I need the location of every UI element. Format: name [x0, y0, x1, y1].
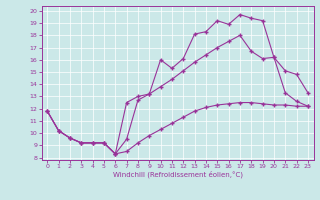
X-axis label: Windchill (Refroidissement éolien,°C): Windchill (Refroidissement éolien,°C): [113, 171, 243, 178]
